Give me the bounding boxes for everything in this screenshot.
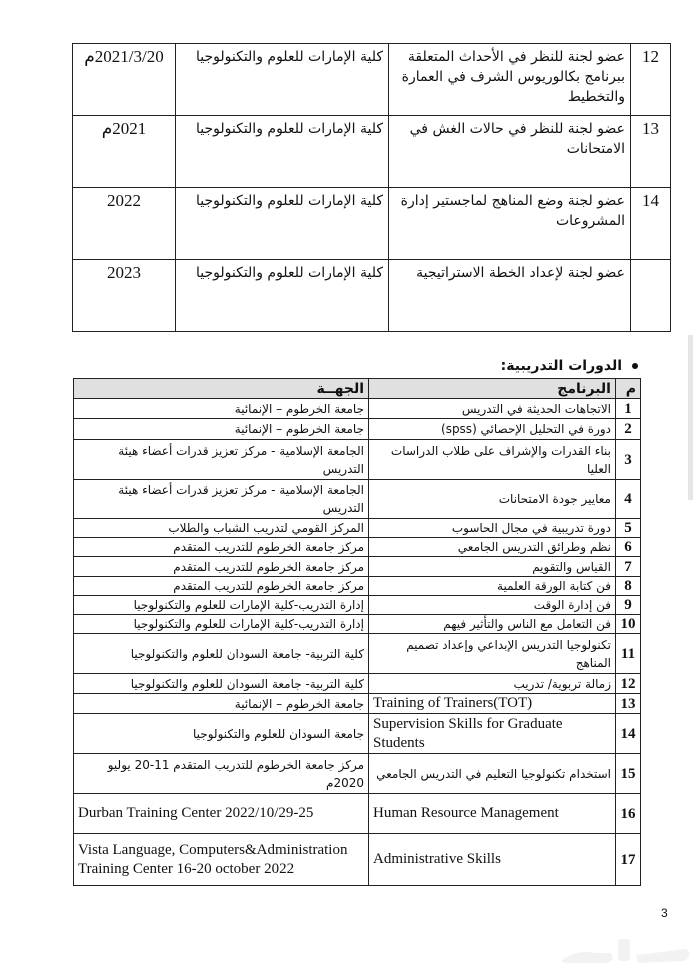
cell-program: Human Resource Management	[368, 793, 616, 834]
haraj-watermark-logo	[561, 939, 690, 963]
cell-date: 2022	[72, 187, 176, 260]
header-program: البرنامج	[368, 378, 616, 399]
table-row: الجامعة الإسلامية - مركز تعزيز قدرات أعض…	[73, 439, 641, 480]
scrollbar[interactable]	[688, 335, 693, 500]
committees-table: 2021/3/20م كلية الإمارات للعلوم والتكنولو…	[72, 43, 671, 332]
cell-num: 7	[615, 556, 641, 577]
cell-org: إدارة التدريب-كلية الإمارات للعلوم والتك…	[73, 595, 369, 615]
cell-num: 15	[615, 753, 641, 794]
table-row: مركز جامعة الخرطوم للتدريب المتقدم نظم وط…	[73, 537, 641, 557]
cell-num: 13	[630, 115, 671, 188]
bullet-icon	[632, 363, 638, 369]
cell-num: 6	[615, 537, 641, 557]
table-row: الجامعة الإسلامية - مركز تعزيز قدرات أعض…	[73, 479, 641, 519]
cell-program: فن إدارة الوقت	[368, 595, 616, 615]
cell-title: عضو لجنة للنظر في الأحداث المتعلقة ببرنا…	[388, 43, 631, 116]
cell-org: الجامعة الإسلامية - مركز تعزيز قدرات أعض…	[73, 479, 369, 519]
cell-org: كلية التربية- جامعة السودان للعلوم والتك…	[73, 673, 369, 694]
table-row: جامعة السودان للعلوم والتكنولوجيا Supervi…	[73, 713, 641, 754]
cell-date: 2023	[72, 259, 176, 332]
cell-org: مركز جامعة الخرطوم للتدريب المتقدم	[73, 556, 369, 577]
cell-num: 3	[615, 439, 641, 480]
cell-org: إدارة التدريب-كلية الإمارات للعلوم والتك…	[73, 614, 369, 634]
cell-num: 5	[615, 518, 641, 538]
table-row: 2023 كلية الإمارات للعلوم والتكنولوجيا عضو…	[72, 259, 671, 332]
cell-num: 1	[615, 398, 641, 419]
cell-program: فن التعامل مع الناس والتأثير فيهم	[368, 614, 616, 634]
table-row: مركز جامعة الخرطوم للتدريب المتقدم فن كتا…	[73, 576, 641, 596]
cell-num: 11	[615, 633, 641, 674]
training-table: الجهــة البرنامج م جامعة الخرطوم – الإنم…	[73, 378, 641, 886]
cell-num: 12	[615, 673, 641, 694]
table-row: إدارة التدريب-كلية الإمارات للعلوم والتك…	[73, 614, 641, 634]
cell-org: جامعة الخرطوم – الإنمائية	[73, 693, 369, 714]
cell-title: عضو لجنة للنظر في حالات الغش في الامتحان…	[388, 115, 631, 188]
cell-org: جامعة الخرطوم – الإنمائية	[73, 398, 369, 419]
cell-program: استخدام تكنولوجيا التعليم في التدريس الج…	[368, 753, 616, 794]
table-header-row: الجهــة البرنامج م	[73, 378, 641, 399]
cell-org: كلية التربية- جامعة السودان للعلوم والتك…	[73, 633, 369, 674]
table-row: كلية التربية- جامعة السودان للعلوم والتك…	[73, 633, 641, 674]
cell-program: Administrative Skills	[368, 833, 616, 886]
cell-org: مركز جامعة الخرطوم للتدريب المتقدم	[73, 537, 369, 557]
table-row: جامعة الخرطوم – الإنمائية Training of Tra…	[73, 693, 641, 714]
table-row: جامعة الخرطوم – الإنمائية الاتجاهات الحدي…	[73, 398, 641, 419]
table-row: Durban Training Center 2022/10/29-25 Huma…	[73, 793, 641, 834]
cell-program: القياس والتقويم	[368, 556, 616, 577]
cell-num: 12	[630, 43, 671, 116]
table-row: 2022 كلية الإمارات للعلوم والتكنولوجيا عضو…	[72, 187, 671, 260]
cell-num: 2	[615, 418, 641, 440]
table-row: جامعة الخرطوم – الإنمائية دورة في التحليل…	[73, 418, 641, 440]
cell-program: دورة تدريبية في مجال الحاسوب	[368, 518, 616, 538]
cell-org: مركز جامعة الخرطوم للتدريب المتقدم	[73, 576, 369, 596]
cell-org: المركز القومي لتدريب الشباب والطلاب	[73, 518, 369, 538]
cell-program: Supervision Skills for Graduate Students	[368, 713, 616, 754]
table-row: 2021م كلية الإمارات للعلوم والتكنولوجيا عض…	[72, 115, 671, 188]
cell-program: معايير جودة الامتحانات	[368, 479, 616, 519]
cell-org: جامعة الخرطوم – الإنمائية	[73, 418, 369, 440]
cell-program: الاتجاهات الحديثة في التدريس	[368, 398, 616, 419]
cell-num: 9	[615, 595, 641, 615]
table-row: مركز جامعة الخرطوم للتدريب المتقدم القياس…	[73, 556, 641, 577]
cell-org: كلية الإمارات للعلوم والتكنولوجيا	[175, 187, 389, 260]
cell-num	[630, 259, 671, 332]
page-number: 3	[661, 906, 668, 920]
table-row: المركز القومي لتدريب الشباب والطلاب دورة …	[73, 518, 641, 538]
cell-num: 16	[615, 793, 641, 834]
cell-org: مركز جامعة الخرطوم للتدريب المتقدم 11-20…	[73, 753, 369, 794]
cell-program: بناء القدرات والإشراف على طلاب الدراسات …	[368, 439, 616, 480]
cell-org: كلية الإمارات للعلوم والتكنولوجيا	[175, 43, 389, 116]
header-num: م	[615, 378, 641, 399]
cell-date: 2021م	[72, 115, 176, 188]
cell-org: كلية الإمارات للعلوم والتكنولوجيا	[175, 259, 389, 332]
cell-program: Training of Trainers(TOT)	[368, 693, 616, 714]
cell-program: نظم وطرائق التدريس الجامعي	[368, 537, 616, 557]
table-row: إدارة التدريب-كلية الإمارات للعلوم والتك…	[73, 595, 641, 615]
cell-program: دورة في التحليل الإحصائي (spss)	[368, 418, 616, 440]
cell-num: 10	[615, 614, 641, 634]
table-row: 2021/3/20م كلية الإمارات للعلوم والتكنولو…	[72, 43, 671, 116]
cell-program: زمالة تربوية/ تدريب	[368, 673, 616, 694]
cell-title: عضو لجنة وضع المناهج لماجستير إدارة المش…	[388, 187, 631, 260]
cell-program: فن كتابة الورقة العلمية	[368, 576, 616, 596]
cell-num: 13	[615, 693, 641, 714]
cell-org: Durban Training Center 2022/10/29-25	[73, 793, 369, 834]
cell-date: 2021/3/20م	[72, 43, 176, 116]
cell-num: 4	[615, 479, 641, 519]
cell-num: 14	[630, 187, 671, 260]
cell-num: 14	[615, 713, 641, 754]
cell-org: كلية الإمارات للعلوم والتكنولوجيا	[175, 115, 389, 188]
table-row: مركز جامعة الخرطوم للتدريب المتقدم 11-20…	[73, 753, 641, 794]
cell-num: 17	[615, 833, 641, 886]
table-row: Vista Language, Computers&Administration…	[73, 833, 641, 886]
cell-org: جامعة السودان للعلوم والتكنولوجيا	[73, 713, 369, 754]
cell-org: Vista Language, Computers&Administration…	[73, 833, 369, 886]
training-heading: الدورات التدريبية:	[501, 358, 638, 374]
header-org: الجهــة	[73, 378, 369, 399]
cell-org: الجامعة الإسلامية - مركز تعزيز قدرات أعض…	[73, 439, 369, 480]
table-row: كلية التربية- جامعة السودان للعلوم والتك…	[73, 673, 641, 694]
cell-title: عضو لجنة لإعداد الخطة الاستراتيجية	[388, 259, 631, 332]
cell-num: 8	[615, 576, 641, 596]
cell-program: تكنولوجيا التدريس الإبداعي وإعداد تصميم …	[368, 633, 616, 674]
